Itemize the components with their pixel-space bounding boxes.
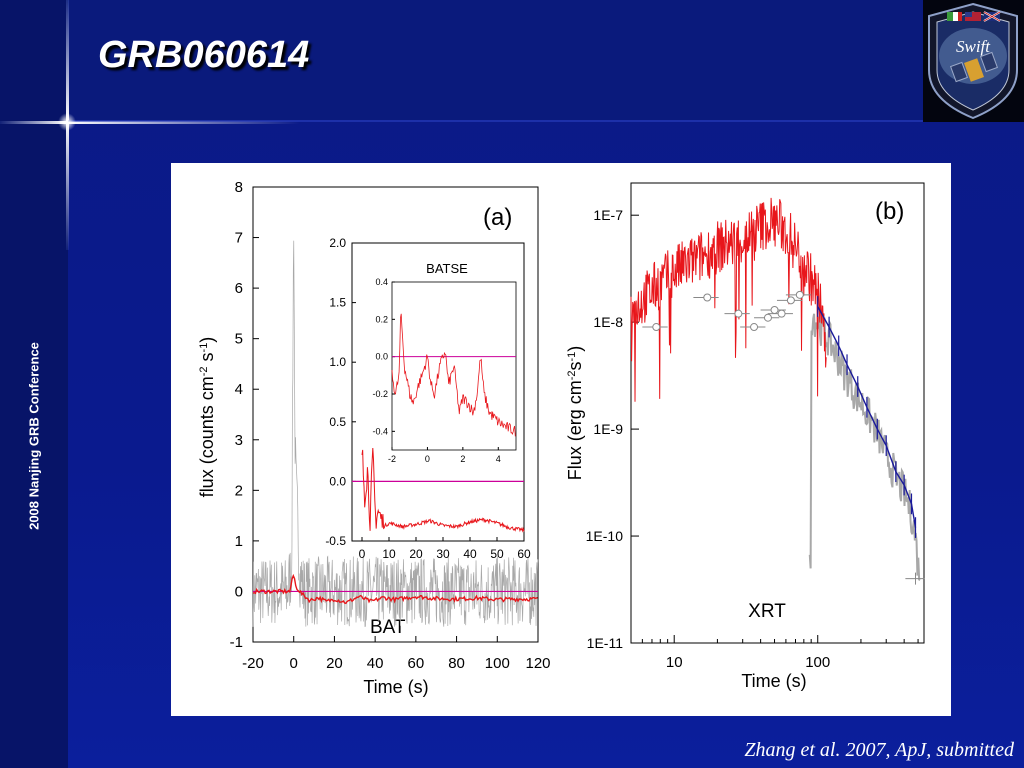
panel-b-label: (b): [875, 198, 904, 225]
header-divider: [68, 120, 1024, 122]
b-point: [763, 313, 772, 322]
a-series-smoothed: [252, 573, 538, 605]
swift-patch-icon: Swift: [928, 2, 1018, 120]
b-ytick-label: 1E-10: [586, 528, 624, 544]
i2-ytick-label: 0.4: [375, 277, 388, 287]
i1-ytick-label: 0.5: [329, 415, 346, 429]
b-point: [795, 290, 804, 299]
bat-label: BAT: [370, 617, 406, 638]
i1-series: [361, 448, 525, 533]
b-xtick-label: 10: [666, 654, 683, 671]
batse-ticks: -2 0 2 4 -0.4 -0.2 0.0 0.2 0.4: [372, 277, 500, 464]
a-ytick-label: 3: [235, 432, 243, 449]
sidebar-caption-text: 2008 Nanjing GRB Conference: [26, 342, 42, 530]
b-ytick-label: 1E-8: [593, 314, 623, 330]
a-ytick-label: 7: [235, 230, 243, 247]
sidebar: [0, 0, 68, 768]
i1-xtick-label: 20: [409, 547, 423, 561]
a-ytick-label: 4: [235, 381, 243, 398]
a-ytick-label: 8: [235, 179, 243, 196]
a-xtick-label: 0: [290, 655, 298, 672]
a-ytick-label: 6: [235, 280, 243, 297]
i1-ytick-label: 1.5: [329, 296, 346, 310]
a-xtick-label: 100: [485, 655, 510, 672]
i2-ytick-label: 0.2: [375, 314, 388, 324]
a-ytick-label: 0: [235, 583, 243, 600]
a-xtick-label: -20: [242, 655, 264, 672]
b-ytick-label: 1E-11: [587, 635, 624, 651]
horizontal-accent-line: [0, 121, 300, 124]
a-ytick-label: 1: [235, 533, 243, 550]
b-point: [652, 323, 661, 332]
i1-xtick-label: 0: [359, 547, 366, 561]
i2-xtick-label: 4: [496, 454, 501, 464]
logo-wordmark: Swift: [956, 37, 991, 56]
batse-label: BATSE: [426, 261, 468, 276]
xrt-label: XRT: [748, 601, 786, 622]
panel-a-xlabel: Time (s): [363, 677, 428, 697]
panel-b-ticks: 10 100 1E-11 1E-10 1E-9 1E-8 1E-7: [586, 207, 919, 671]
b-point: [703, 293, 712, 302]
i1-ytick-label: 0.0: [329, 474, 346, 488]
panel-a-ylabel: flux (counts cm-2 s-1): [197, 337, 217, 498]
header-band: [68, 0, 1024, 120]
panel-a-frame: [252, 186, 539, 643]
a-ytick-label: -1: [230, 634, 243, 651]
a-xtick-label: 20: [326, 655, 343, 672]
b-point: [786, 296, 795, 305]
a-xtick-label: 60: [408, 655, 425, 672]
inset-ticks: 0 10 20 30 40 50 60-0.50.00.51.01.52.0: [325, 236, 531, 561]
b-point: [734, 309, 743, 318]
i1-xtick-label: 10: [382, 547, 396, 561]
b-point: [770, 305, 779, 314]
i1-ytick-label: 1.0: [329, 355, 346, 369]
panel-b-xlabel: Time (s): [741, 671, 806, 691]
a-xtick-label: 80: [448, 655, 465, 672]
swift-mission-logo: Swift: [923, 0, 1024, 122]
i1-xtick-label: 50: [490, 547, 504, 561]
i2-xtick-label: -2: [388, 454, 396, 464]
i1-xtick-label: 30: [436, 547, 450, 561]
sparkle-decoration: [58, 113, 76, 131]
i1-xtick-label: 40: [463, 547, 477, 561]
i1-xtick-label: 60: [517, 547, 531, 561]
i2-ytick-label: -0.2: [372, 389, 388, 399]
b-series-xrt-blue: [817, 306, 917, 528]
panel-b-ylabel: Flux (erg cm-2s-1): [565, 346, 585, 481]
i1-ytick-label: -0.5: [325, 534, 346, 548]
inset-data: [352, 448, 525, 533]
b-point: [777, 309, 786, 318]
a-xtick-label: 120: [525, 655, 550, 672]
b-ytick-label: 1E-7: [593, 207, 623, 223]
citation: Zhang et al. 2007, ApJ, submitted: [744, 739, 1014, 761]
a-xtick-label: 40: [367, 655, 384, 672]
a-ytick-label: 2: [235, 482, 243, 499]
i2-ytick-label: 0.0: [375, 352, 388, 362]
i1-ytick-label: 2.0: [329, 236, 346, 250]
batse-data: [391, 313, 516, 437]
panel-a-data: [252, 240, 539, 628]
i2-xtick-label: 2: [460, 454, 465, 464]
panel-b-frame: [630, 182, 925, 644]
panel-a-label: (a): [483, 204, 512, 231]
slide-title: GRB060614: [98, 34, 310, 76]
a-ytick-label: 5: [235, 331, 243, 348]
b-series-xrt-gray: [808, 311, 921, 582]
b-point: [750, 323, 759, 332]
i2-xtick-label: 0: [425, 454, 430, 464]
grb-lightcurve-figure: (a) BAT Time (s) flux (counts cm-2 s-1) …: [197, 179, 925, 697]
panel-b-data: [630, 197, 925, 585]
figure-panel: (a) BAT Time (s) flux (counts cm-2 s-1) …: [171, 163, 951, 716]
b-ytick-label: 1E-9: [593, 421, 623, 437]
i2-series: [391, 313, 516, 437]
b-series-bat-red: [630, 197, 827, 402]
b-xtick-label: 100: [805, 654, 830, 671]
i2-ytick-label: -0.4: [372, 426, 388, 436]
